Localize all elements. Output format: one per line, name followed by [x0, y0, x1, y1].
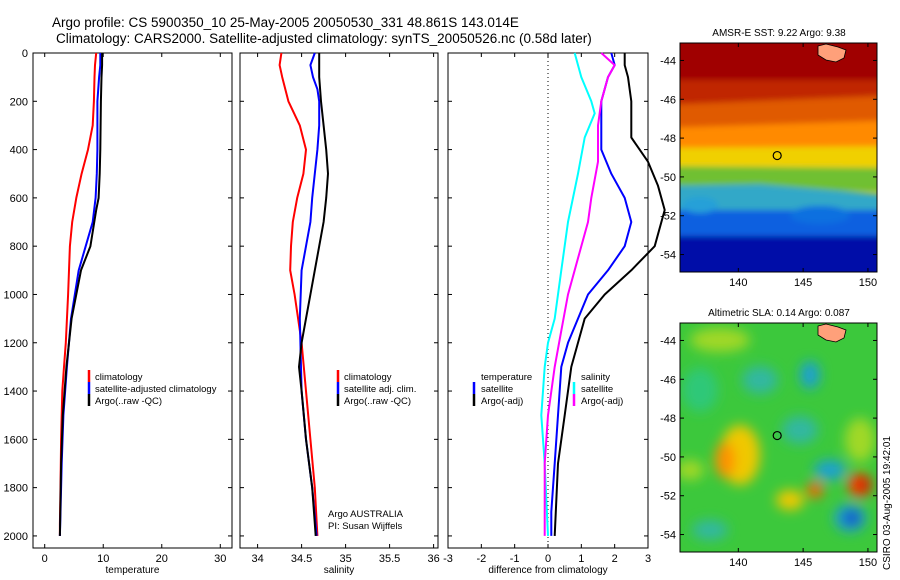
y-tick-label: -48 — [660, 413, 676, 425]
x-tick-label: 1 — [578, 553, 584, 565]
series-line-argo-adj — [553, 53, 666, 536]
legend-heading-temperature: temperature — [481, 372, 532, 383]
salinity-panel: 34 34.5 35 35.5 36 salinity — [239, 52, 440, 576]
x-tick-label: 0 — [42, 553, 48, 565]
y-tick-label: 800 — [10, 241, 28, 253]
tasmania-land — [817, 323, 847, 343]
legend-label-argo: Argo(..raw -QC) — [344, 396, 411, 407]
difference-legend: temperature satellite Argo(-adj) salinit… — [472, 372, 623, 407]
y-tick-label: 0 — [22, 48, 28, 60]
figure-title-line1: Argo profile: CS 5900350_10 25-May-2005 … — [52, 15, 519, 30]
y-tick-label: -52 — [660, 491, 676, 503]
sla-map-field — [680, 323, 877, 552]
credit-argo-australia: Argo AUSTRALIA — [328, 509, 404, 520]
series-line-argo-raw-qc — [58, 53, 104, 536]
series-line-argo-adj — [543, 52, 616, 536]
series-line-satellite — [550, 52, 633, 536]
legend-label-climatology: climatology — [344, 372, 392, 383]
y-tick-label: 1200 — [4, 338, 28, 350]
x-tick-label: 140 — [729, 277, 747, 289]
series-line-satellite-adjusted-climatology — [58, 53, 102, 536]
tasmania-land — [817, 43, 847, 63]
x-tick-label: 150 — [859, 557, 877, 569]
series-line-argo-raw-qc — [298, 53, 329, 536]
legend-heading-salinity: salinity — [581, 372, 610, 383]
x-tick-label: 20 — [156, 553, 168, 565]
y-tick-label: 2000 — [4, 531, 28, 543]
y-tick-label: -52 — [660, 211, 676, 223]
series-line-climatology — [278, 52, 319, 536]
legend-label-sal-satellite: satellite — [581, 384, 613, 395]
sst-map-field — [680, 43, 877, 272]
sla-map-title: Altimetric SLA: 0.14 Argo: 0.087 — [708, 308, 850, 319]
temperature-panel: 0 10 20 30 temperature 0 200 400 600 800 1000 1200 1… — [4, 48, 233, 576]
argo-location-marker — [772, 430, 782, 441]
x-tick-label: -3 — [443, 553, 453, 565]
x-tick-label: 3 — [645, 553, 651, 565]
argo-location-marker — [772, 150, 782, 161]
salinity-legend: climatology satellite adj. clim. Argo(..… — [336, 370, 416, 407]
legend-label-satellite-adjusted: satellite-adjusted climatology — [95, 384, 217, 395]
x-tick-label: 2 — [612, 553, 618, 565]
y-tick-label: -54 — [660, 250, 676, 262]
x-tick-label: 140 — [729, 557, 747, 569]
difference-panel: -3 -2 -1 0 1 2 3 difference from climatology — [443, 52, 666, 576]
x-axis-label: salinity — [324, 565, 355, 576]
csiro-timestamp: CSIRO 03-Aug-2005 19:42:01 — [882, 436, 893, 570]
legend-label-argo: Argo(..raw -QC) — [95, 396, 162, 407]
legend-label-climatology: climatology — [95, 372, 143, 383]
y-tick-label: 400 — [10, 145, 28, 157]
x-tick-label: 145 — [794, 557, 812, 569]
x-tick-label: 0 — [545, 553, 551, 565]
x-tick-label: 34.5 — [291, 553, 312, 565]
legend-label-temp-argo: Argo(-adj) — [481, 396, 523, 407]
x-tick-label: 150 — [859, 277, 877, 289]
y-tick-label: 1800 — [4, 483, 28, 495]
x-tick-label: 35.5 — [379, 553, 400, 565]
plot-frame — [32, 52, 233, 549]
credit-pi: PI: Susan Wijffels — [328, 521, 403, 532]
x-tick-label: 34 — [251, 553, 263, 565]
y-tick-label: -44 — [660, 55, 676, 67]
y-tick-label: -50 — [660, 452, 676, 464]
x-tick-label: 10 — [97, 553, 109, 565]
x-tick-label: -2 — [476, 553, 486, 565]
series-line-satellite — [540, 52, 596, 536]
y-tick-label: -48 — [660, 133, 676, 145]
x-tick-label: -1 — [510, 553, 520, 565]
figure-title-line2: Climatology: CARS2000. Satellite-adjuste… — [56, 31, 592, 46]
sst-map-axes: 140 145 150 -44 -46 -48 -50 -52 -54 — [660, 43, 877, 289]
y-tick-label: 200 — [10, 96, 28, 108]
y-tick-label: -50 — [660, 172, 676, 184]
plot-frame — [239, 52, 439, 549]
y-tick-label: -44 — [660, 335, 676, 347]
y-tick-label: -46 — [660, 374, 676, 386]
x-tick-label: 30 — [214, 553, 226, 565]
legend-label-satellite-adj: satellite adj. clim. — [344, 384, 416, 395]
x-tick-label: 145 — [794, 277, 812, 289]
y-tick-label: -54 — [660, 530, 676, 542]
x-tick-label: 35 — [339, 553, 351, 565]
y-tick-label: 1000 — [4, 289, 28, 301]
sst-map-frame — [679, 42, 878, 273]
legend-label-temp-satellite: satellite — [481, 384, 513, 395]
series-line-climatology — [58, 52, 98, 536]
sst-map-title: AMSR-E SST: 9.22 Argo: 9.38 — [712, 28, 846, 39]
y-tick-label: 1600 — [4, 434, 28, 446]
y-tick-label: 1400 — [4, 386, 28, 398]
sla-map-frame — [679, 322, 878, 553]
sla-map-axes: 140 145 150 -44 -46 -48 -50 -52 -54 — [660, 323, 877, 569]
x-tick-label: 36 — [427, 553, 439, 565]
temperature-legend: climatology satellite-adjusted climatolo… — [87, 370, 217, 407]
y-tick-label: 600 — [10, 193, 28, 205]
legend-label-sal-argo: Argo(-adj) — [581, 396, 623, 407]
y-tick-label: -46 — [660, 94, 676, 106]
x-axis-label: temperature — [106, 565, 160, 576]
x-axis-label: difference from climatology — [488, 565, 607, 576]
